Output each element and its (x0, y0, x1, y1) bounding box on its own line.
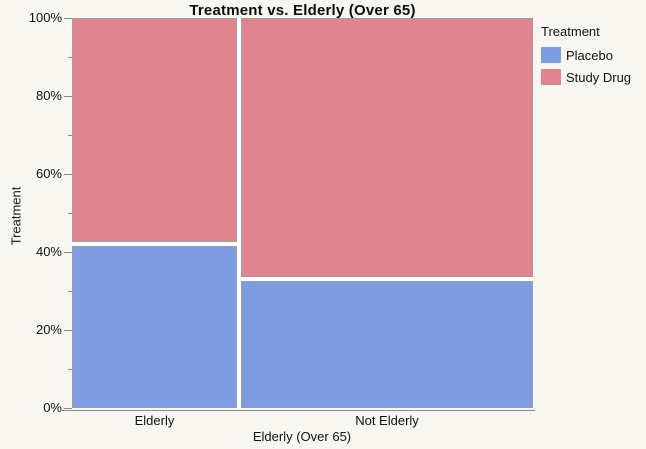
legend-label: Placebo (566, 47, 613, 63)
mosaic-column-not-elderly (241, 18, 533, 408)
y-minor-tick (68, 291, 72, 292)
y-tick-label: 60% (35, 166, 62, 181)
y-tick-label: 40% (35, 244, 62, 259)
legend-items: Placebo Study Drug (541, 47, 631, 85)
plot-area (72, 18, 533, 408)
legend-item-study-drug[interactable]: Study Drug (541, 69, 631, 85)
chart-title: Treatment vs. Elderly (Over 65) (189, 2, 416, 19)
segment-placebo[interactable] (241, 281, 533, 408)
x-category-label: Elderly (134, 413, 175, 428)
legend-item-placebo[interactable]: Placebo (541, 47, 631, 63)
y-minor-tick (68, 57, 72, 58)
segment-study-drug[interactable] (241, 18, 533, 278)
y-major-tick (64, 408, 72, 409)
x-axis-line (62, 410, 535, 411)
segment-study-drug[interactable] (72, 18, 237, 243)
mosaic-column-elderly (72, 18, 237, 408)
y-tick-label: 80% (35, 88, 62, 103)
x-category-label: Not Elderly (355, 413, 419, 428)
legend-label: Study Drug (566, 69, 632, 85)
legend-swatch (541, 47, 561, 63)
y-minor-tick (68, 135, 72, 136)
x-axis-title: Elderly (Over 65) (252, 429, 352, 444)
y-major-tick (64, 174, 72, 175)
legend-title: Treatment (541, 24, 600, 39)
y-minor-tick (68, 369, 72, 370)
y-tick-label: 100% (28, 10, 62, 25)
legend: Treatment Placebo Study Drug (541, 24, 631, 91)
legend-swatch (541, 69, 561, 85)
y-minor-tick (68, 213, 72, 214)
y-axis-title: Treatment (8, 186, 24, 246)
segment-placebo[interactable] (72, 246, 237, 408)
y-major-tick (64, 252, 72, 253)
y-major-tick (64, 330, 72, 331)
y-tick-label: 0% (43, 400, 62, 415)
y-major-tick (64, 96, 72, 97)
y-major-tick (64, 18, 72, 19)
y-tick-label: 20% (35, 322, 62, 337)
